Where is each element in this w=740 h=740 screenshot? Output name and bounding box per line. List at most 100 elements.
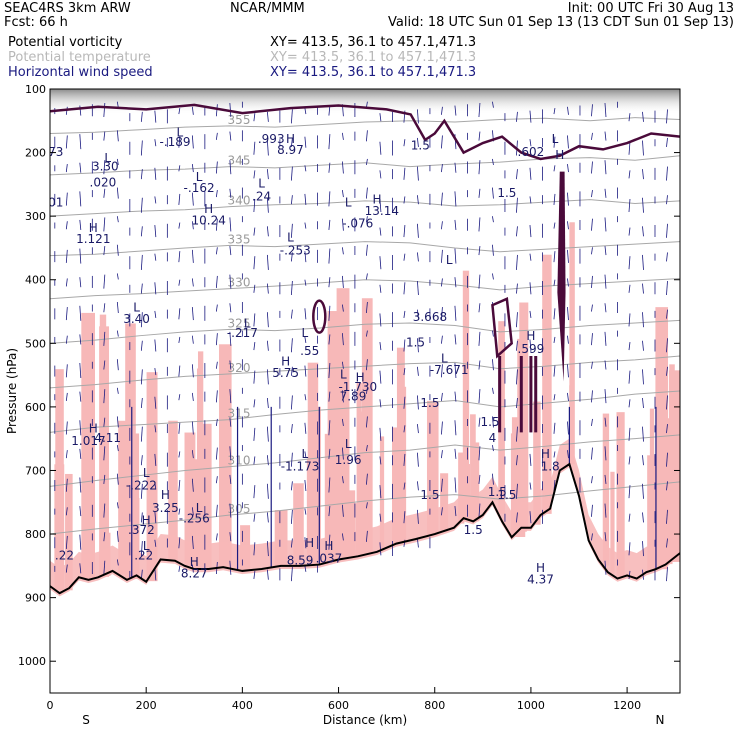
wind-vector	[567, 192, 569, 206]
wind-vector	[65, 450, 68, 459]
wind-vector	[103, 446, 106, 461]
wind-vector	[628, 256, 631, 270]
wind-vector	[454, 305, 457, 321]
wind-vector	[553, 279, 556, 286]
wind-vector	[567, 335, 569, 344]
wind-vector	[253, 370, 256, 384]
wind-vector	[266, 169, 269, 180]
wind-vector	[642, 140, 644, 156]
extremum-label: -.076	[342, 217, 373, 231]
wind-vector	[116, 473, 119, 485]
wind-vector	[65, 307, 68, 321]
wind-vector	[178, 165, 181, 172]
wind-vector	[417, 309, 419, 319]
wind-vector	[604, 532, 607, 542]
extremum-label: 1.121	[76, 232, 110, 246]
wind-vector	[379, 313, 382, 327]
pv-shade-column	[392, 427, 398, 546]
legend-theta-label: Potential temperature	[8, 50, 151, 65]
wind-vector	[304, 251, 307, 263]
wind-vector	[642, 254, 644, 270]
theta-label-305: 305	[228, 502, 251, 516]
wind-vector	[65, 249, 68, 263]
wind-vector	[492, 416, 494, 428]
pv-shade-column	[55, 369, 64, 591]
wind-vector	[567, 421, 569, 435]
wind-vector	[604, 245, 607, 256]
wind-vector	[266, 483, 269, 499]
wind-vector	[154, 568, 157, 581]
wind-vector	[140, 369, 143, 385]
theta-contour-320	[50, 355, 680, 389]
wind-vector	[253, 313, 256, 327]
wind-vector	[604, 474, 607, 484]
x-axis-label: Distance (km)	[323, 713, 407, 727]
wind-vector	[417, 280, 419, 296]
wind-vector	[178, 394, 181, 401]
wind-vector	[328, 277, 331, 288]
wind-vector	[65, 564, 68, 573]
wind-vector	[403, 453, 406, 466]
wind-vector	[591, 333, 593, 346]
wind-vector	[516, 426, 518, 442]
x-tick-label: 800	[424, 699, 445, 712]
extremum-label: .22	[55, 548, 74, 562]
wind-vector	[666, 166, 668, 181]
init-time: Init: 00 UTC Fri 30 Aug 13	[567, 1, 734, 16]
wind-vector	[191, 192, 194, 206]
wind-vector	[454, 448, 457, 459]
wind-vector	[266, 283, 269, 294]
wind-vector	[328, 162, 331, 173]
wind-vector	[290, 509, 293, 524]
x-tick-label: 1200	[613, 699, 641, 712]
wind-vector	[529, 253, 532, 261]
wind-vector	[140, 541, 143, 557]
wind-vector	[666, 481, 668, 491]
wind-vector	[441, 192, 443, 206]
wind-vector	[441, 307, 443, 321]
wind-vector	[666, 452, 668, 467]
wind-vector	[553, 108, 556, 115]
wind-vector	[366, 444, 368, 452]
wind-vector	[628, 284, 631, 293]
wind-vector	[553, 136, 556, 148]
wind-vector	[666, 395, 668, 410]
wind-vector	[628, 570, 631, 579]
wind-vector	[441, 421, 443, 435]
extremum-label: 4	[489, 431, 497, 445]
wind-vector	[253, 456, 256, 465]
wind-vector	[304, 136, 307, 148]
legend-wind-label: Horizontal wind speed	[8, 65, 153, 80]
wind-vector	[642, 312, 644, 328]
wind-vector	[553, 165, 556, 172]
extremum-label: -1.730	[338, 380, 377, 394]
extremum-label: -.222	[126, 479, 157, 493]
wind-vector	[191, 335, 194, 344]
wind-vector	[403, 396, 406, 409]
wind-vector	[666, 366, 668, 376]
wind-vector	[229, 417, 232, 427]
wind-vector	[417, 109, 419, 124]
wind-vector	[229, 446, 232, 461]
wind-vector	[454, 420, 457, 436]
wind-vector	[666, 252, 668, 262]
wind-vector	[403, 511, 406, 524]
extremum-label: H	[555, 148, 564, 162]
terrain-line	[50, 462, 680, 595]
wind-vector	[628, 485, 631, 499]
wind-vector	[628, 113, 631, 122]
wind-vector	[253, 198, 256, 213]
wind-vector	[666, 538, 668, 548]
extremum-label: 1.96	[335, 453, 362, 467]
wind-vector	[266, 340, 269, 351]
wind-vector	[604, 188, 607, 198]
y-axis-label: Pressure (hPa)	[5, 348, 19, 434]
pv-shade-column	[293, 483, 304, 566]
wind-vector	[567, 249, 569, 263]
wind-vector	[191, 221, 194, 230]
wind-vector	[478, 131, 481, 141]
x-tick-label: 200	[136, 699, 157, 712]
wind-vector	[116, 559, 119, 566]
y-tick-label: 900	[25, 592, 46, 605]
